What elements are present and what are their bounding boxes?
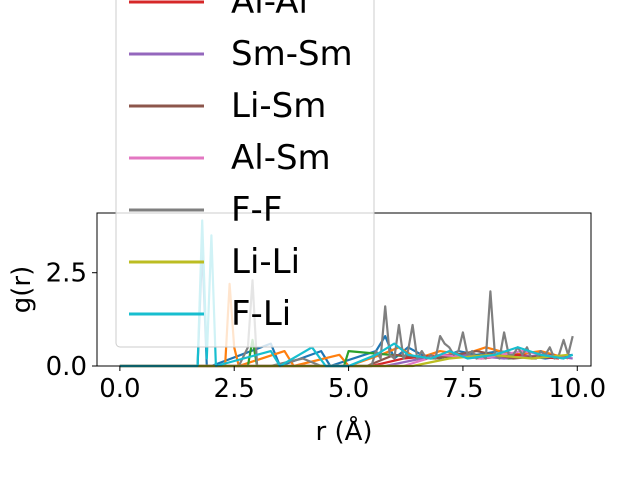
y-tick-label: 0.0: [46, 352, 87, 382]
y-axis-ticks: 0.0 2.5: [46, 259, 97, 382]
x-tick-label: 0.0: [99, 374, 140, 404]
legend-label: Al-Sm: [231, 138, 331, 178]
legend-entry: Sm-Sm: [129, 34, 353, 74]
legend-entry: F-Li: [129, 294, 291, 334]
legend-label: Li-Li: [231, 242, 300, 282]
legend-entry: Al-Al: [129, 0, 308, 22]
legend-entry: Al-Sm: [129, 138, 331, 178]
x-tick-label: 5.0: [328, 374, 369, 404]
legend-label: Al-Al: [231, 0, 308, 22]
legend-label: Li-Sm: [231, 86, 326, 126]
legend-entry: Li-Li: [129, 242, 300, 282]
legend-label: F-F: [231, 190, 282, 230]
y-axis-label: g(r): [7, 266, 37, 313]
x-tick-label: 2.5: [214, 374, 255, 404]
legend-entries: Al-Al Sm-Sm Li-Sm Al-Sm F-F Li-Li F-Li: [129, 0, 353, 334]
y-tick-label: 2.5: [46, 259, 87, 289]
x-tick-label: 7.5: [442, 374, 483, 404]
legend-label: Sm-Sm: [231, 34, 353, 74]
legend: Al-Al Sm-Sm Li-Sm Al-Sm F-F Li-Li F-Li: [115, 0, 375, 348]
legend-box: [115, 0, 375, 348]
x-tick-label: 10.0: [548, 374, 606, 404]
x-axis-ticks: 0.0 2.5 5.0 7.5 10.0: [99, 366, 606, 404]
legend-entry: F-F: [129, 190, 282, 230]
legend-label: F-Li: [231, 294, 291, 334]
x-axis-label: r (Å): [315, 415, 372, 447]
legend-entry: Li-Sm: [129, 86, 326, 126]
